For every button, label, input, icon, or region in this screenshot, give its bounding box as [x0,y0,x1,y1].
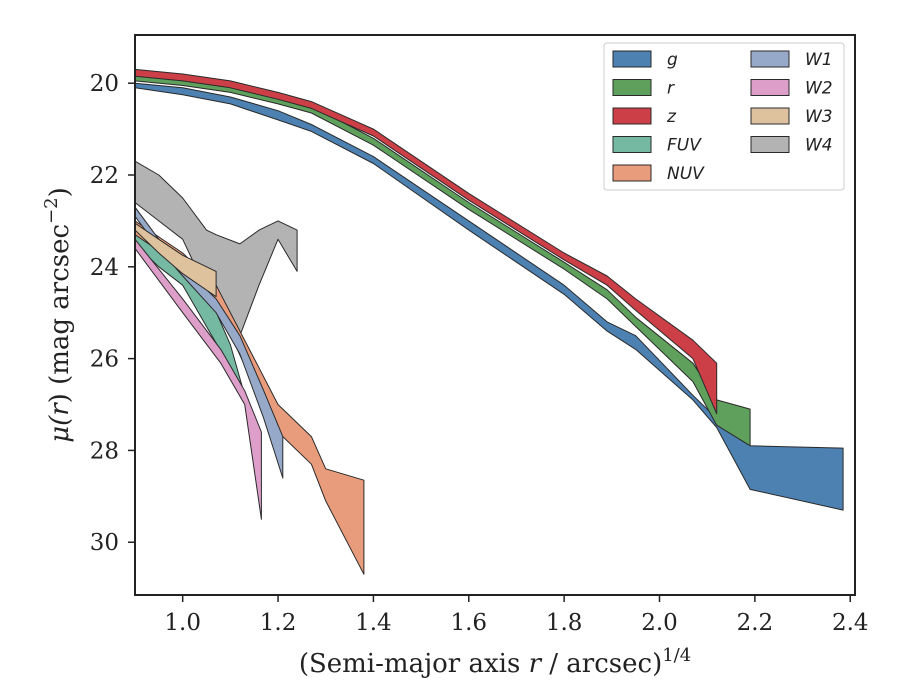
x-tick-label: 2.0 [641,610,678,636]
series-layer [135,68,844,575]
legend-swatch-w4 [750,136,790,153]
series-band-w2 [135,238,262,520]
x-axis: 1.0 1.2 1.4 1.6 1.8 2.0 2.2 2.4 [164,595,869,636]
legend-label-w4: W4 [805,136,833,156]
legend-label-g: g [667,50,678,70]
legend-label-fuv: FUV [667,136,702,156]
y-tick-label: 22 [90,163,119,189]
plot-frame [134,34,856,596]
legend-label-w3: W3 [805,107,833,127]
legend-label-w1: W1 [805,50,833,70]
x-tick-label: 1.6 [450,610,487,636]
x-tick-label: 1.0 [164,610,201,636]
series-band-w3 [135,222,217,298]
legend: grz FUV NUV W1 W2 W3 W4 [603,42,845,191]
y-tick-label: 26 [90,347,119,373]
legend-swatch-z [612,107,652,125]
legend-swatch-w2 [750,79,790,96]
x-tick-label: 1.2 [260,610,297,636]
y-axis-label: μ(r) (mag arcsec−2) [41,187,75,443]
x-tick-label: 1.8 [546,610,583,636]
legend-label-nuv: NUV [667,164,705,184]
series-band-z [135,68,718,415]
legend-swatch-g [612,50,652,68]
series-band-w4 [135,160,298,337]
x-tick-label: 2.2 [737,610,774,636]
y-tick-label: 24 [90,255,119,281]
y-tick-label: 28 [90,438,119,464]
legend-label-r: r [667,79,675,99]
legend-swatch-r [612,79,652,96]
legend-label-w2: W2 [805,79,833,99]
y-tick-label: 30 [90,530,119,556]
x-axis-label: (Semi-major axis r / arcsec)1/4 [299,645,691,679]
y-tick-label: 20 [90,71,119,97]
legend-swatch-w3 [750,107,790,125]
legend-swatch-fuv [612,136,652,153]
legend-swatch-nuv [612,164,652,182]
y-axis: 20 22 24 26 28 30 [90,71,135,556]
series-band-g [135,82,844,511]
x-tick-label: 2.4 [832,610,869,636]
x-tick-label: 1.4 [355,610,392,636]
legend-swatch-w1 [750,50,790,68]
legend-label-z: z [666,107,677,127]
